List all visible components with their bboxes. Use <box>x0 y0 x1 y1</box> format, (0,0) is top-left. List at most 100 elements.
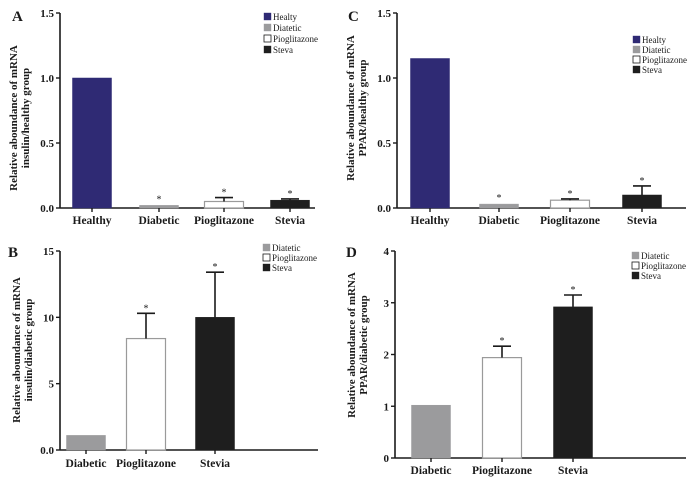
significance-marker: * <box>571 285 576 296</box>
legend-swatch-healthy <box>632 35 641 44</box>
legend-label: Pioglitazone <box>642 55 687 65</box>
y-tick-label: 5 <box>49 379 55 391</box>
bar-pioglitazone <box>203 200 245 209</box>
x-tick-label: Diabetic <box>66 458 107 470</box>
x-tick-label: Healthy <box>411 215 450 227</box>
x-tick-label: Pioglitazone <box>194 215 254 227</box>
significance-marker: * <box>500 336 505 347</box>
significance-marker: * <box>640 176 645 187</box>
y-axis-label-line: insulin/healthy group <box>20 68 32 168</box>
y-tick-label: 1.5 <box>40 8 54 20</box>
x-tick-label: Diabetic <box>139 215 180 227</box>
y-axis-label-line: PPAR/diabetic group <box>358 295 370 395</box>
significance-marker: * <box>288 189 293 200</box>
panel-a: A Relative aboundance of mRNA insulin/heal… <box>8 8 318 227</box>
y-tick-label: 10 <box>43 312 55 324</box>
panel-letter: A <box>12 9 23 25</box>
panel-letter: B <box>8 245 18 261</box>
x-tick-label: Stevia <box>200 458 230 470</box>
bar-pioglitazone <box>125 337 167 451</box>
bar-pioglitazone <box>549 199 591 209</box>
bar-healthy <box>410 58 450 209</box>
y-tick-label: 1.5 <box>377 8 391 20</box>
y-tick-label: 0.5 <box>377 138 391 150</box>
x-tick-label: Healthy <box>73 215 112 227</box>
x-tick-label: Pioglitazone <box>116 458 176 470</box>
legend-swatch-stevia <box>631 271 640 280</box>
legend-swatch-stevia <box>263 45 272 54</box>
legend-swatch-pioglitazone <box>631 261 640 270</box>
bar-stevia <box>553 306 593 459</box>
y-axis-label-line: PPAR/healthy group <box>357 59 369 156</box>
y-tick-label: 15 <box>43 246 55 258</box>
bar-diabetic <box>139 205 179 209</box>
y-tick-label: 1 <box>384 401 390 413</box>
legend-swatch-healthy <box>263 12 272 21</box>
y-tick-label: 1.0 <box>40 73 54 85</box>
bar-stevia <box>195 317 235 451</box>
y-tick-label: 0.0 <box>40 445 54 457</box>
y-tick-label: 1.0 <box>377 73 391 85</box>
y-tick-label: 0 <box>384 453 390 465</box>
legend-label: Steva <box>641 271 661 281</box>
panel-b: B Relative aboundance of mRNA insulin/diab… <box>8 243 318 470</box>
legend-label: Diatetic <box>273 23 302 33</box>
legend-label: Healty <box>642 35 666 45</box>
bar-healthy <box>72 77 112 209</box>
x-tick-label: Diabetic <box>479 215 520 227</box>
y-axis-label-line: Relative aboundance of mRNA <box>346 272 358 418</box>
legend-label: Steva <box>642 65 662 75</box>
legend-swatch-diabetic <box>632 45 641 54</box>
panel-letter: D <box>346 245 357 261</box>
y-axis-label: Relative aboundance of mRNA PPAR/healthy … <box>345 35 369 181</box>
y-tick-label: 0.5 <box>40 138 54 150</box>
legend-label: Steva <box>273 45 293 55</box>
bar-stevia <box>622 194 662 209</box>
legend-swatch-stevia <box>262 263 271 272</box>
y-axis-label-line: Relative aboundance of mRNA <box>345 35 357 181</box>
significance-marker: * <box>144 303 149 314</box>
y-tick-label: 0.0 <box>40 203 54 215</box>
legend-label: Diatetic <box>272 243 301 253</box>
legend-swatch-pioglitazone <box>632 55 641 64</box>
legend-label: Steva <box>272 263 292 273</box>
legend-label: Diatetic <box>642 45 671 55</box>
y-tick-label: 2 <box>384 350 390 362</box>
y-tick-label: 0.0 <box>377 203 391 215</box>
legend-label: Healty <box>273 12 297 22</box>
y-tick-label: 3 <box>384 298 390 310</box>
legend-swatch-stevia <box>632 65 641 74</box>
y-axis-label-line: insulin/diabetic group <box>23 299 35 402</box>
x-tick-label: Pioglitazone <box>472 465 532 477</box>
x-tick-label: Pioglitazone <box>540 215 600 227</box>
y-axis-label-line: Relative aboundance of mRNA <box>8 45 20 191</box>
x-tick-label: Stevia <box>558 465 588 477</box>
y-axis-label: Relative aboundance of mRNA insulin/diabe… <box>11 277 35 423</box>
panel-c: C Relative aboundance of mRNA PPAR/healthy… <box>345 8 687 227</box>
legend-label: Diatetic <box>641 251 670 261</box>
significance-marker: * <box>157 194 162 205</box>
x-tick-label: Diabetic <box>411 465 452 477</box>
significance-marker: * <box>568 189 573 200</box>
legend-swatch-pioglitazone <box>262 253 271 262</box>
bar-diabetic <box>411 404 451 459</box>
bar-diabetic <box>66 435 106 451</box>
significance-marker: * <box>213 262 218 273</box>
legend-swatch-diabetic <box>631 251 640 260</box>
legend-label: Pioglitazone <box>272 253 317 263</box>
legend-swatch-diabetic <box>262 243 271 252</box>
legend-swatch-diabetic <box>263 23 272 32</box>
panel-letter: C <box>348 9 359 25</box>
legend-label: Pioglitazone <box>273 34 318 44</box>
legend-label: Pioglitazone <box>641 261 686 271</box>
bar-pioglitazone <box>481 357 523 459</box>
significance-marker: * <box>497 193 502 204</box>
x-tick-label: Stevia <box>275 215 305 227</box>
y-tick-label: 4 <box>384 246 390 258</box>
y-axis-label-line: Relative aboundance of mRNA <box>11 277 23 423</box>
